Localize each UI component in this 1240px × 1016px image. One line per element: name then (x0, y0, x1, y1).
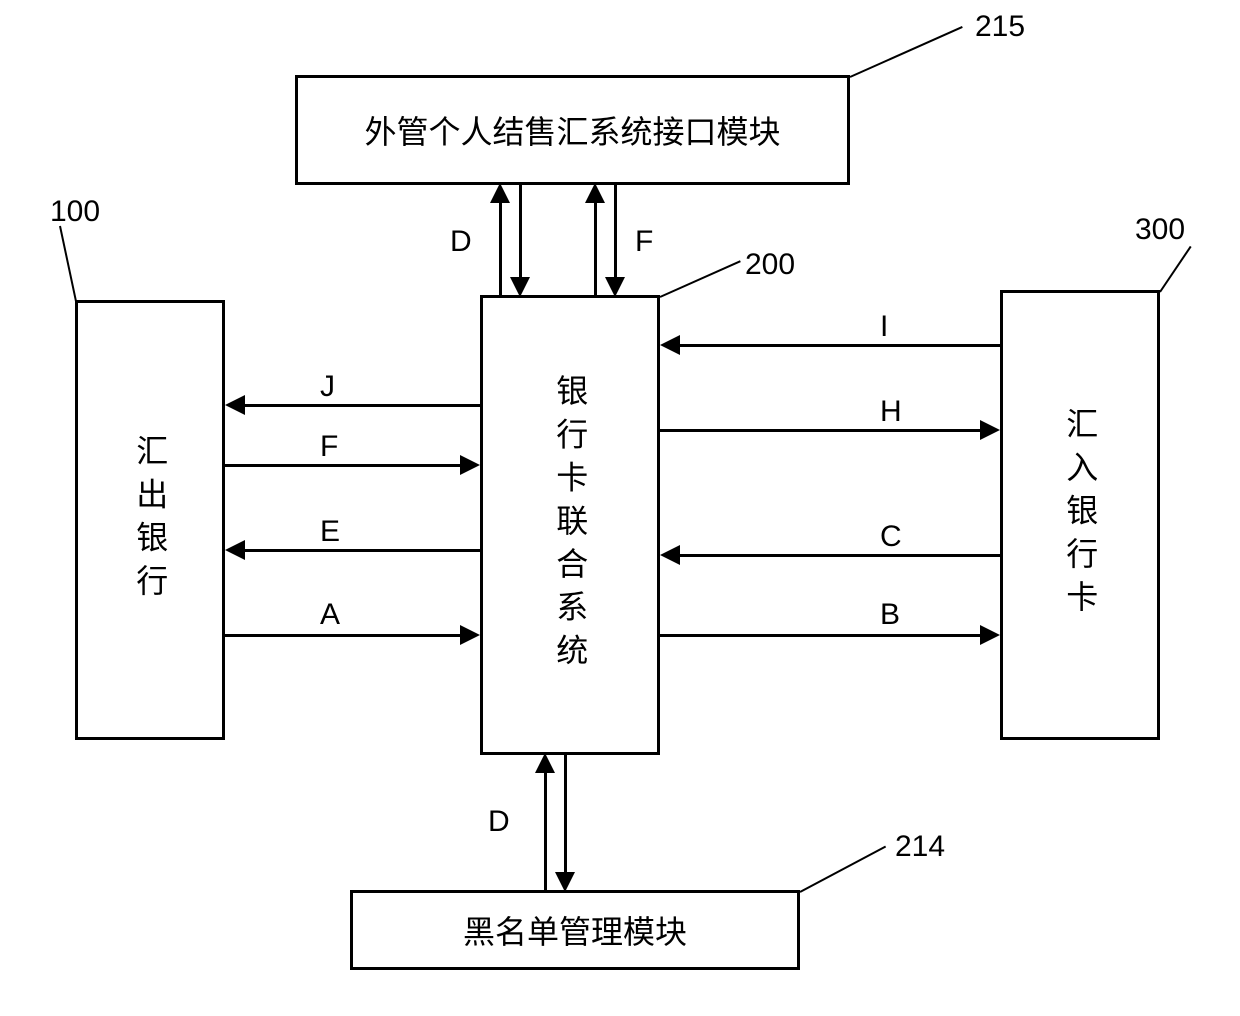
edge-B-head (980, 625, 1000, 645)
node-214-label: 黑名单管理模块 (463, 907, 687, 953)
edge-D-bot-line1 (544, 765, 547, 890)
edge-D-top-line2 (519, 185, 522, 285)
edge-C-line (678, 554, 1000, 557)
edge-J-head (225, 395, 245, 415)
edge-F-top-label: F (635, 225, 653, 259)
edge-D-top-head-d (510, 277, 530, 297)
node-interface-module: 外管个人结售汇系统接口模块 (295, 75, 850, 185)
edge-I-line (678, 344, 1000, 347)
refline-300 (1159, 246, 1191, 293)
edge-D-bot-line2 (564, 755, 567, 880)
edge-I-label: I (880, 310, 888, 344)
node-card-union-system: 银行卡联合系统 (480, 295, 660, 755)
node-100-label: 汇出银行 (131, 434, 169, 607)
edge-J-label: J (320, 370, 335, 404)
refline-215 (850, 26, 963, 78)
edge-H-label: H (880, 395, 902, 429)
ref-215: 215 (975, 10, 1025, 44)
ref-200: 200 (745, 248, 795, 282)
ref-100: 100 (50, 195, 100, 229)
refline-214 (800, 846, 887, 893)
node-sending-bank: 汇出银行 (75, 300, 225, 740)
refline-100 (59, 226, 77, 303)
edge-F-top-line1 (594, 195, 597, 295)
edge-H-head (980, 420, 1000, 440)
edge-E-label: E (320, 515, 340, 549)
edge-A-line (225, 634, 462, 637)
ref-300: 300 (1135, 213, 1185, 247)
edge-F-top-head-u (585, 183, 605, 203)
edge-D-top-line1 (499, 195, 502, 295)
edge-F-top-line2 (614, 185, 617, 285)
refline-200 (660, 260, 741, 298)
node-300-label: 汇入银行卡 (1061, 407, 1099, 623)
edge-B-line (660, 634, 982, 637)
edge-J-line (243, 404, 480, 407)
edge-C-label: C (880, 520, 902, 554)
edge-F-head (460, 455, 480, 475)
edge-D-top-label: D (450, 225, 472, 259)
edge-H-line (660, 429, 982, 432)
edge-C-head (660, 545, 680, 565)
node-receiving-bank-card: 汇入银行卡 (1000, 290, 1160, 740)
edge-B-label: B (880, 598, 900, 632)
node-215-label: 外管个人结售汇系统接口模块 (364, 107, 780, 153)
edge-F-label: F (320, 430, 338, 464)
edge-E-head (225, 540, 245, 560)
edge-D-bot-head-u (535, 753, 555, 773)
edge-A-label: A (320, 598, 340, 632)
edge-F-top-head-d (605, 277, 625, 297)
node-blacklist-module: 黑名单管理模块 (350, 890, 800, 970)
edge-I-head (660, 335, 680, 355)
edge-D-top-head-u (490, 183, 510, 203)
edge-F-line (225, 464, 462, 467)
diagram-canvas: 外管个人结售汇系统接口模块 215 汇出银行 100 银行卡联合系统 200 汇… (0, 0, 1240, 1016)
edge-E-line (243, 549, 480, 552)
ref-214: 214 (895, 830, 945, 864)
edge-D-bot-head-d (555, 872, 575, 892)
node-200-label: 银行卡联合系统 (551, 374, 589, 676)
edge-A-head (460, 625, 480, 645)
edge-D-bot-label: D (488, 805, 510, 839)
